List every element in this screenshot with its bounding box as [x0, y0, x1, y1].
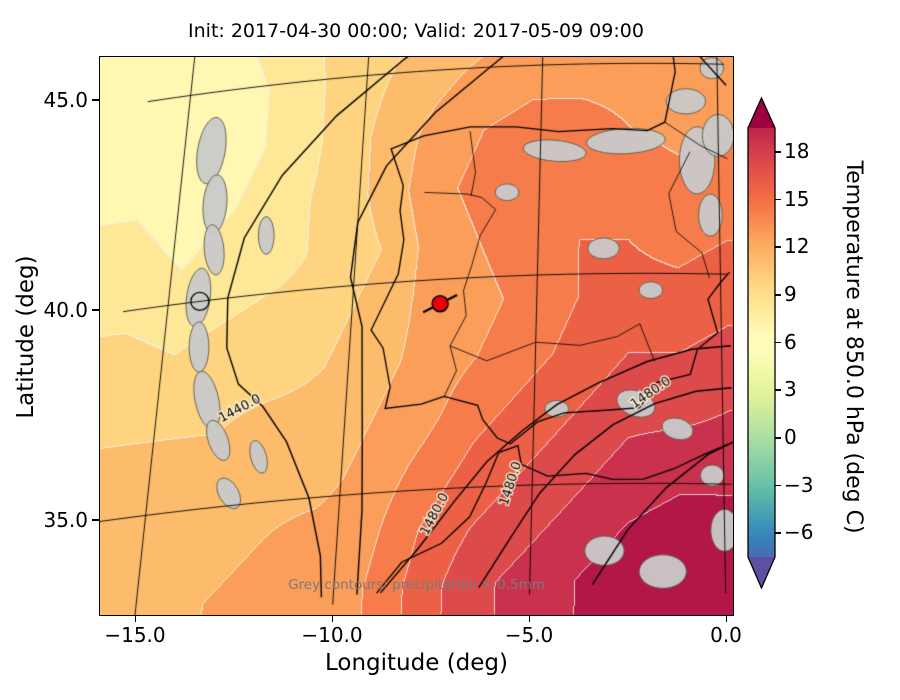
colorbar-tick-mark: [775, 532, 781, 534]
y-tick-label: 40.0: [43, 298, 88, 322]
temperature-map-canvas: [100, 57, 733, 615]
y-tick-label: 45.0: [43, 88, 88, 112]
x-tick-mark: [528, 615, 530, 622]
colorbar-label: Temperature at 850.0 hPa (deg C): [841, 160, 866, 534]
x-tick-mark: [331, 615, 333, 622]
colorbar-tick-label: 6: [784, 329, 797, 354]
colorbar-tick-mark: [775, 246, 781, 248]
y-tick-mark: [92, 309, 99, 311]
plot-title: Init: 2017-04-30 00:00; Valid: 2017-05-0…: [188, 20, 644, 42]
colorbar-svg: [747, 96, 776, 590]
colorbar-tick-label: 9: [784, 281, 797, 306]
colorbar-tick-mark: [775, 294, 781, 296]
y-tick-mark: [92, 519, 99, 521]
colorbar-tick-mark: [775, 437, 781, 439]
x-tick-label: −5.0: [504, 623, 554, 647]
x-tick-label: −15.0: [104, 623, 166, 647]
colorbar-tick-mark: [775, 198, 781, 201]
x-axis-label: Longitude (deg): [324, 650, 508, 676]
colorbar-tick-mark: [775, 389, 781, 391]
y-tick-mark: [92, 99, 99, 101]
colorbar-tick-label: −6: [784, 520, 814, 545]
y-axis-label: Latitude (deg): [13, 255, 39, 419]
colorbar-tick-mark: [775, 484, 781, 487]
x-tick-label: 0.0: [710, 623, 742, 647]
colorbar-tick-label: 0: [784, 424, 797, 449]
map-plot-area: Grey contours: precipitation > 0.5mm: [99, 56, 734, 616]
colorbar-tick-label: −3: [784, 472, 814, 497]
colorbar-tick-label: 15: [784, 186, 810, 211]
precip-annotation: Grey contours: precipitation > 0.5mm: [288, 577, 545, 593]
colorbar: [745, 95, 779, 595]
colorbar-tick-label: 12: [784, 234, 810, 259]
colorbar-tick-mark: [775, 341, 781, 344]
x-tick-mark: [134, 615, 136, 622]
colorbar-tick-label: 3: [784, 377, 797, 402]
colorbar-tick-mark: [775, 151, 781, 153]
colorbar-tick-label: 18: [784, 138, 810, 163]
x-tick-label: −10.0: [301, 623, 363, 647]
x-tick-mark: [725, 615, 727, 622]
y-tick-label: 35.0: [43, 508, 88, 532]
